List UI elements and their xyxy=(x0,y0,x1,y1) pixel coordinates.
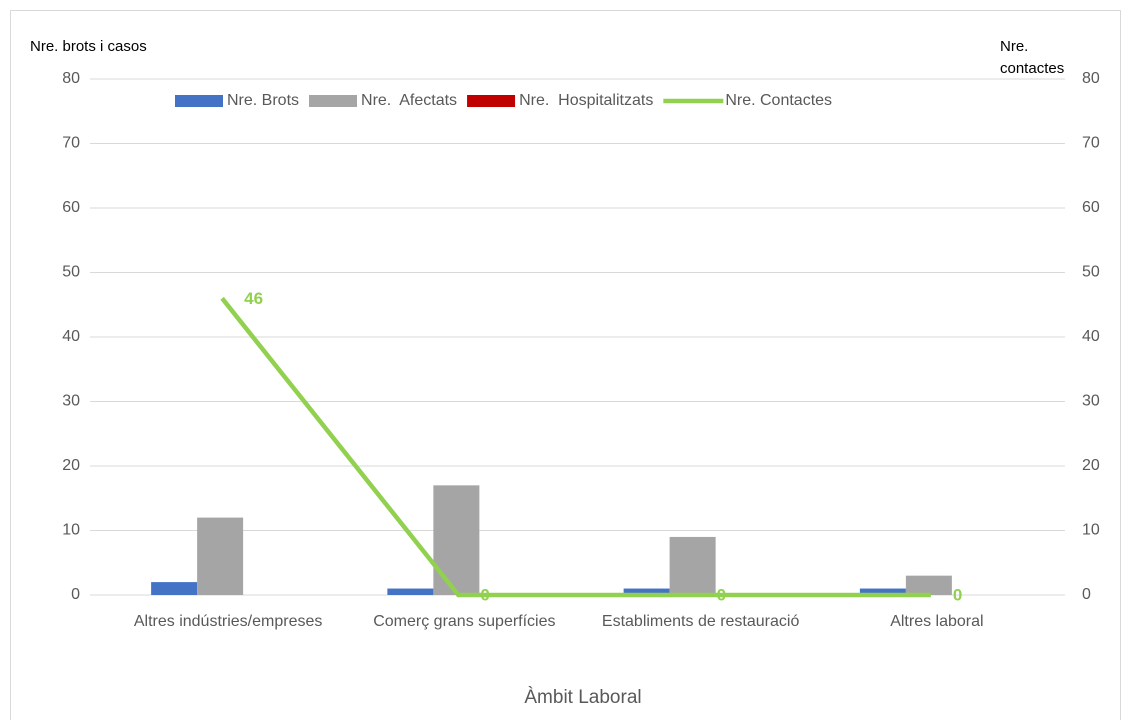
x-tick-label: Comerç grans superfícies xyxy=(373,613,555,630)
data-label: 46 xyxy=(244,289,263,308)
y2-tick-label: 0 xyxy=(1082,586,1091,603)
legend-label: Nre. Afectats xyxy=(361,92,457,109)
line xyxy=(220,296,931,598)
y2-tick-label: 60 xyxy=(1082,199,1100,216)
legend: Nre. Brots Nre. Afectats Nre. Hospitalitza… xyxy=(175,92,832,109)
y-tick-label: 40 xyxy=(62,328,80,345)
y2-tick-label: 10 xyxy=(1082,522,1100,539)
y-tick-label: 0 xyxy=(71,586,80,603)
legend-swatch xyxy=(309,95,358,107)
y-tick-label: 70 xyxy=(62,135,80,152)
y-tick-label: 10 xyxy=(62,522,80,539)
data-label: 0 xyxy=(480,585,489,604)
y-tick-label: 60 xyxy=(62,199,80,216)
bar xyxy=(197,517,244,595)
x-axis-title: Àmbit Laboral xyxy=(524,687,641,708)
legend-label: Nre. Brots xyxy=(227,92,299,109)
x-tick-label: Establiments de restauració xyxy=(602,613,800,630)
y2-tick-label: 80 xyxy=(1082,70,1100,87)
y2-tick-label: 30 xyxy=(1082,393,1100,410)
bar xyxy=(669,536,716,595)
y-tick-label: 30 xyxy=(62,393,80,410)
bar xyxy=(623,588,670,595)
y2-tick-label: 50 xyxy=(1082,264,1100,281)
bar xyxy=(151,582,198,595)
bar xyxy=(433,485,480,595)
x-tick-label: Altres laboral xyxy=(890,613,983,630)
y-tick-label: 20 xyxy=(62,457,80,474)
y2-tick-label: 40 xyxy=(1082,328,1100,345)
y2-tick-label: 20 xyxy=(1082,457,1100,474)
x-tick-label: Altres indústries/empreses xyxy=(134,613,323,630)
y-axis-title: Nre. brots i casos xyxy=(30,38,147,55)
bar xyxy=(905,575,952,595)
legend-swatch xyxy=(467,95,516,107)
bar xyxy=(387,588,434,595)
legend-label: Nre. Hospitalitzats xyxy=(519,92,653,109)
chart-frame xyxy=(10,10,1121,720)
y2-axis-title: Nre. contactes xyxy=(1000,38,1064,77)
legend-swatch xyxy=(175,95,223,107)
data-label: 0 xyxy=(717,585,726,604)
data-label: 0 xyxy=(953,585,962,604)
y-tick-label: 50 xyxy=(62,264,80,281)
y2-tick-label: 70 xyxy=(1082,135,1100,152)
y-tick-label: 80 xyxy=(62,70,80,87)
bar xyxy=(859,588,906,595)
legend-label: Nre. Contactes xyxy=(725,92,832,109)
